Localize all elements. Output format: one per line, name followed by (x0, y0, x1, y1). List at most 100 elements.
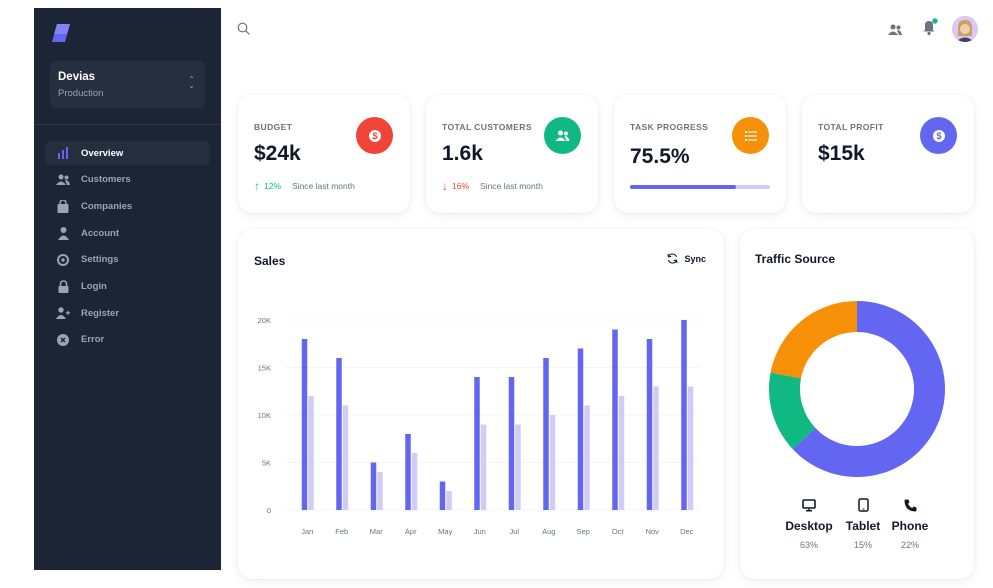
budget-label: BUDGET (254, 122, 293, 132)
sidebar-item-error[interactable]: Error (45, 328, 210, 352)
x-tick-label: Mar (370, 527, 383, 536)
donut-slice-phone (770, 301, 857, 379)
sidebar-item-label: Settings (81, 254, 119, 266)
sales-bar-chart: 0 5K 10K 15K 20K Jan Feb Mar Apr May Jun Jul Aug Sep O… (258, 316, 700, 536)
task-progress-fill (630, 185, 736, 189)
bar-aug-series-1 (543, 358, 549, 510)
y-tick-label: 5K (262, 459, 271, 468)
sidebar-item-settings[interactable]: Settings (45, 248, 210, 272)
sync-button[interactable]: Sync (667, 253, 706, 264)
x-circle-icon (56, 333, 70, 347)
budget-trend-text: Since last month (292, 181, 355, 191)
x-tick-label: Nov (646, 527, 660, 536)
bar-mar-series-2 (377, 472, 383, 510)
bar-jan-series-2 (308, 396, 314, 510)
sidebar-nav: Overview Customers Companies Account Set… (45, 141, 210, 355)
arrow-down-icon: ↓ (442, 179, 448, 193)
x-tick-label: Dec (680, 527, 694, 536)
chart-bar-icon (56, 146, 70, 160)
bar-sep-series-1 (577, 348, 584, 510)
bar-dec-series-1 (681, 320, 687, 510)
workspace-name: Devias (58, 71, 96, 83)
bar-oct-series-1 (612, 329, 618, 510)
profit-card: TOTAL PROFIT $15k $ (802, 95, 974, 213)
customers-value: 1.6k (442, 142, 483, 165)
customers-label: TOTAL CUSTOMERS (442, 122, 532, 132)
svg-text:$: $ (372, 131, 377, 141)
workspace-env: Production (58, 88, 104, 99)
phone-icon (902, 497, 918, 513)
bar-dec-series-2 (687, 386, 694, 510)
svg-text:$: $ (936, 131, 941, 141)
bar-nov-series-2 (653, 386, 659, 510)
donut-slice-desktop (792, 301, 945, 477)
task-value: 75.5% (630, 145, 690, 168)
task-label: TASK PROGRESS (630, 122, 709, 132)
legend-value: 63% (799, 540, 818, 550)
traffic-donut-chart (769, 301, 945, 477)
legend-item-desktop: Desktop 63% (781, 497, 837, 550)
bar-jun-series-2 (480, 424, 487, 510)
sidebar-item-account[interactable]: Account (45, 221, 210, 245)
avatar[interactable] (952, 16, 978, 42)
bar-apr-series-1 (405, 434, 411, 510)
bar-may-series-2 (446, 491, 452, 510)
sidebar: Devias Production ⌃ ⌄ Overview Customers … (34, 8, 221, 570)
y-tick-label: 20K (258, 316, 271, 325)
bell-icon[interactable] (922, 18, 938, 41)
user-icon (56, 226, 70, 240)
sales-title: Sales (254, 254, 286, 268)
sync-label: Sync (684, 253, 706, 264)
sidebar-divider (34, 124, 221, 125)
x-tick-label: May (438, 527, 452, 536)
sidebar-item-companies[interactable]: Companies (45, 194, 210, 218)
shopping-bag-icon (56, 199, 70, 213)
x-tick-label: Feb (335, 527, 348, 536)
legend-value: 22% (900, 540, 919, 550)
bar-jan-series-1 (301, 339, 308, 510)
bar-may-series-1 (439, 481, 446, 510)
x-tick-label: Oct (612, 527, 625, 536)
currency-dollar-icon: $ (920, 117, 957, 154)
sidebar-item-label: Companies (81, 200, 133, 212)
sidebar-item-register[interactable]: Register (45, 301, 210, 325)
legend-value: 15% (853, 540, 872, 550)
tablet-icon (855, 497, 871, 513)
sidebar-item-login[interactable]: Login (45, 274, 210, 298)
y-tick-label: 10K (258, 411, 271, 420)
x-tick-label: Jan (301, 527, 313, 536)
legend-item-phone: Phone 22% (882, 497, 938, 550)
sidebar-item-label: Register (81, 307, 120, 319)
arrow-up-icon: ↑ (254, 179, 260, 193)
donut-slice-tablet (769, 372, 816, 450)
legend-label: Phone (891, 519, 929, 533)
customers-trend: ↓ 16% Since last month (442, 179, 543, 193)
search-icon[interactable] (237, 22, 251, 36)
bar-mar-series-1 (370, 462, 377, 510)
sidebar-item-overview[interactable]: Overview (45, 141, 210, 165)
bar-feb-series-1 (336, 358, 342, 510)
sidebar-item-label: Customers (81, 174, 131, 186)
user-plus-icon (56, 306, 70, 320)
x-tick-label: Jun (474, 527, 486, 536)
customers-trend-pct: 16% (452, 181, 470, 191)
traffic-title: Traffic Source (755, 252, 836, 266)
contacts-icon[interactable] (888, 23, 902, 41)
sidebar-item-customers[interactable]: Customers (45, 168, 210, 192)
customers-card: TOTAL CUSTOMERS 1.6k ↓ 16% Since last mo… (426, 95, 598, 213)
budget-trend-pct: 12% (264, 181, 282, 191)
currency-dollar-icon: $ (356, 117, 393, 154)
chevron-up-down-icon: ⌃ ⌄ (188, 75, 195, 90)
sales-card: Sales Sync 0 5K 10K 15K 20K Jan Feb Mar Apr May Ju… (238, 229, 724, 579)
workspace-switcher[interactable]: Devias Production ⌃ ⌄ (50, 61, 205, 108)
profit-value: $15k (818, 142, 865, 165)
budget-trend: ↑ 12% Since last month (254, 179, 355, 193)
y-tick-label: 0 (267, 506, 271, 515)
legend-label: Desktop (785, 519, 833, 533)
task-progress-bar (630, 185, 770, 189)
bar-jul-series-2 (515, 424, 521, 510)
users-icon (544, 117, 581, 154)
logo-icon[interactable] (50, 22, 72, 44)
bar-nov-series-1 (646, 339, 653, 510)
cog-icon (56, 253, 70, 267)
